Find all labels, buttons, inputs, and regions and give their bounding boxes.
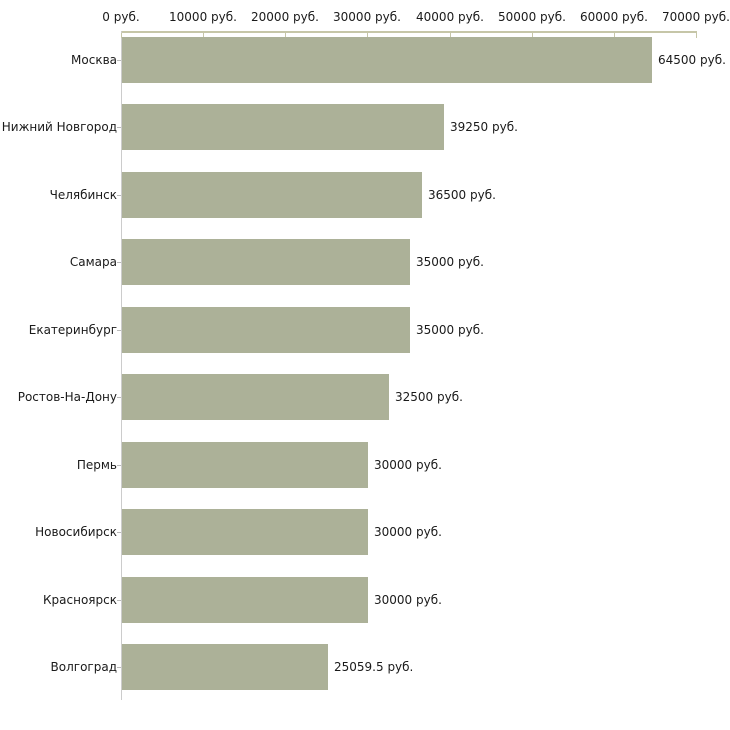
x-axis-tick-label: 70000 руб. [662, 10, 730, 24]
category-label: Волгоград [50, 660, 117, 674]
category-label: Красноярск [43, 593, 117, 607]
category-label: Москва [71, 53, 117, 67]
category-axis-tick [117, 127, 121, 128]
bar [122, 577, 368, 623]
value-label: 39250 руб. [450, 120, 518, 134]
x-axis-tick-label: 0 руб. [102, 10, 140, 24]
bar [122, 307, 410, 353]
x-axis-tick [367, 33, 368, 38]
x-axis-tick-label: 50000 руб. [498, 10, 566, 24]
value-label: 35000 руб. [416, 255, 484, 269]
bar [122, 104, 444, 150]
category-label: Пермь [76, 458, 117, 472]
x-axis-line [121, 31, 697, 33]
category-label: Екатеринбург [28, 323, 117, 337]
category-axis-tick [117, 667, 121, 668]
category-axis-tick [117, 465, 121, 466]
category-axis-tick [117, 600, 121, 601]
y-axis-line [121, 31, 122, 700]
x-axis-tick-label: 30000 руб. [333, 10, 401, 24]
value-label: 64500 руб. [658, 53, 726, 67]
x-axis-tick [121, 33, 122, 38]
bar [122, 442, 368, 488]
x-axis-tick [285, 33, 286, 38]
bar [122, 239, 410, 285]
category-label: Ростов-На-Дону [17, 390, 117, 404]
category-axis-tick [117, 330, 121, 331]
category-label: Новосибирск [35, 525, 117, 539]
category-axis-tick [117, 262, 121, 263]
x-axis-tick [614, 33, 615, 38]
bar [122, 374, 389, 420]
value-label: 35000 руб. [416, 323, 484, 337]
bar [122, 644, 328, 690]
x-axis-tick-label: 40000 руб. [416, 10, 484, 24]
x-axis-tick [450, 33, 451, 38]
category-axis-tick [117, 397, 121, 398]
bar [122, 37, 652, 83]
bar [122, 172, 422, 218]
value-label: 30000 руб. [374, 525, 442, 539]
category-label: Самара [69, 255, 117, 269]
value-label: 30000 руб. [374, 593, 442, 607]
category-axis-tick [117, 195, 121, 196]
x-axis-tick [203, 33, 204, 38]
category-axis-tick [117, 60, 121, 61]
bar [122, 509, 368, 555]
value-label: 25059.5 руб. [334, 660, 414, 674]
x-axis-tick [696, 33, 697, 38]
x-axis-tick-label: 10000 руб. [169, 10, 237, 24]
x-axis-tick [532, 33, 533, 38]
x-axis-tick-label: 60000 руб. [580, 10, 648, 24]
value-label: 36500 руб. [428, 188, 496, 202]
category-axis-tick [117, 532, 121, 533]
category-label: Нижний Новгород [1, 120, 117, 134]
value-label: 30000 руб. [374, 458, 442, 472]
category-label: Челябинск [49, 188, 117, 202]
value-label: 32500 руб. [395, 390, 463, 404]
x-axis-tick-label: 20000 руб. [251, 10, 319, 24]
